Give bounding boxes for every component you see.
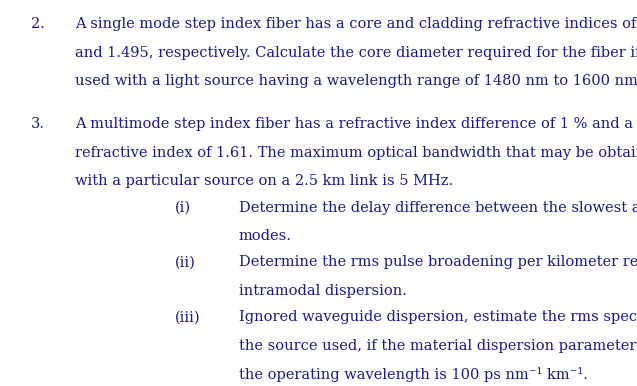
Text: intramodal dispersion.: intramodal dispersion. <box>239 284 407 298</box>
Text: A multimode step index fiber has a refractive index difference of 1 % and a core: A multimode step index fiber has a refra… <box>75 117 637 131</box>
Text: 3.: 3. <box>31 117 45 131</box>
Text: (i): (i) <box>175 200 191 215</box>
Text: the operating wavelength is 100 ps nm⁻¹ km⁻¹.: the operating wavelength is 100 ps nm⁻¹ … <box>239 367 588 382</box>
Text: with a particular source on a 2.5 km link is 5 MHz.: with a particular source on a 2.5 km lin… <box>75 174 454 188</box>
Text: (ii): (ii) <box>175 256 196 269</box>
Text: (iii): (iii) <box>175 310 201 324</box>
Text: the source used, if the material dispersion parameter for the fiber at: the source used, if the material dispers… <box>239 339 637 352</box>
Text: refractive index of 1.61. The maximum optical bandwidth that may be obtained: refractive index of 1.61. The maximum op… <box>75 146 637 159</box>
Text: A single mode step index fiber has a core and cladding refractive indices of 1.4: A single mode step index fiber has a cor… <box>75 17 637 31</box>
Text: used with a light source having a wavelength range of 1480 nm to 1600 nm.: used with a light source having a wavele… <box>75 74 637 88</box>
Text: Determine the rms pulse broadening per kilometer resulting from: Determine the rms pulse broadening per k… <box>239 256 637 269</box>
Text: Determine the delay difference between the slowest and fastest: Determine the delay difference between t… <box>239 200 637 215</box>
Text: modes.: modes. <box>239 229 292 243</box>
Text: 2.: 2. <box>31 17 45 31</box>
Text: Ignored waveguide dispersion, estimate the rms spectral width of: Ignored waveguide dispersion, estimate t… <box>239 310 637 324</box>
Text: and 1.495, respectively. Calculate the core diameter required for the fiber if i: and 1.495, respectively. Calculate the c… <box>75 46 637 59</box>
